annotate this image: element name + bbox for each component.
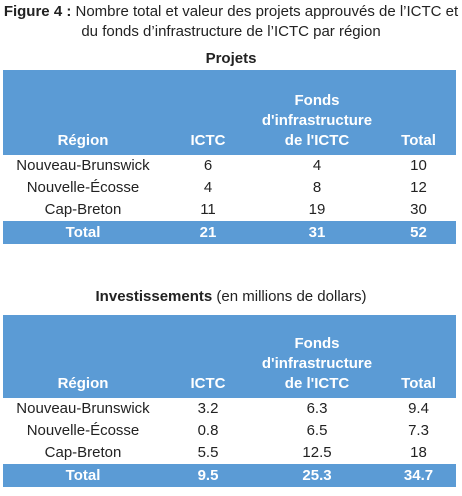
data-table: Région ICTC Fonds d'infrastructure de l'IC… bbox=[3, 315, 456, 487]
cell: Nouveau-Brunswick bbox=[16, 400, 150, 417]
total-cell: 31 bbox=[253, 221, 381, 244]
cell: 3.2 bbox=[197, 400, 219, 417]
column-header: ICTC bbox=[163, 315, 253, 398]
cell: Nouveau-Brunswick bbox=[16, 157, 150, 174]
caption-text: Investissements bbox=[95, 288, 213, 305]
total-cell: 9.5 bbox=[163, 464, 253, 487]
caption-note: (en millions de dollars) bbox=[216, 288, 367, 305]
cell: 9.4 bbox=[408, 400, 429, 417]
cell: 12 bbox=[410, 179, 427, 196]
data-row: Cap-Breton 11 19 30 bbox=[3, 199, 456, 221]
cell: 4 bbox=[312, 157, 322, 174]
total-row: Total 21 31 52 bbox=[3, 221, 456, 244]
total-cell: 21 bbox=[163, 221, 253, 244]
column-header: Total bbox=[381, 70, 456, 155]
total-cell: Total bbox=[3, 221, 163, 244]
total-cell: Total bbox=[3, 464, 163, 487]
total-cell: 52 bbox=[381, 221, 456, 244]
table-caption: Projets bbox=[0, 50, 462, 67]
cell: 6 bbox=[203, 157, 213, 174]
cell: 4 bbox=[203, 179, 213, 196]
column-header: Région bbox=[3, 70, 163, 155]
cell: Cap-Breton bbox=[44, 444, 122, 461]
data-row: Nouvelle-Écosse 0.8 6.5 7.3 bbox=[3, 420, 456, 442]
data-row: Nouveau-Brunswick 3.2 6.3 9.4 bbox=[3, 398, 456, 420]
cell: 5.5 bbox=[197, 444, 219, 461]
table-caption: Investissements (en millions de dollars) bbox=[0, 288, 462, 305]
cell: 11 bbox=[200, 201, 216, 218]
data-row: Cap-Breton 5.5 12.5 18 bbox=[3, 442, 456, 464]
figure-title: Figure 4 : Nombre total et valeur des pr… bbox=[0, 2, 462, 42]
column-header: Fonds d'infrastructure de l'ICTC bbox=[253, 70, 381, 155]
cell: Nouvelle-Écosse bbox=[26, 422, 140, 439]
cell: Cap-Breton bbox=[44, 201, 122, 218]
column-header: ICTC bbox=[163, 70, 253, 155]
total-cell: 25.3 bbox=[253, 464, 381, 487]
data-row: Nouveau-Brunswick 6 4 10 bbox=[3, 155, 456, 177]
column-header: Région bbox=[3, 315, 163, 398]
cell: Nouvelle-Écosse bbox=[26, 179, 140, 196]
data-table: Région ICTC Fonds d'infrastructure de l'IC… bbox=[3, 70, 456, 244]
cell: 6.3 bbox=[306, 400, 328, 417]
cell: 18 bbox=[410, 444, 427, 461]
data-row: Nouvelle-Écosse 4 8 12 bbox=[3, 177, 456, 199]
total-cell: 34.7 bbox=[381, 464, 456, 487]
cell: 6.5 bbox=[306, 422, 328, 439]
cell: 10 bbox=[410, 157, 427, 174]
column-header: Total bbox=[381, 315, 456, 398]
header-row: Région ICTC Fonds d'infrastructure de l'IC… bbox=[3, 70, 456, 155]
figure-label: Figure 4 : bbox=[3, 3, 72, 20]
cell: 8 bbox=[312, 179, 322, 196]
cell: 0.8 bbox=[197, 422, 219, 439]
caption-text: Projets bbox=[205, 50, 257, 67]
total-row: Total 9.5 25.3 34.7 bbox=[3, 464, 456, 487]
figure-title-text: Nombre total et valeur des projets appro… bbox=[75, 3, 459, 40]
cell: 19 bbox=[308, 201, 326, 218]
header-row: Région ICTC Fonds d'infrastructure de l'IC… bbox=[3, 315, 456, 398]
cell: 7.3 bbox=[408, 422, 429, 439]
cell: 30 bbox=[410, 201, 427, 218]
column-header: Fonds d'infrastructure de l'ICTC bbox=[253, 315, 381, 398]
cell: 12.5 bbox=[302, 444, 332, 461]
